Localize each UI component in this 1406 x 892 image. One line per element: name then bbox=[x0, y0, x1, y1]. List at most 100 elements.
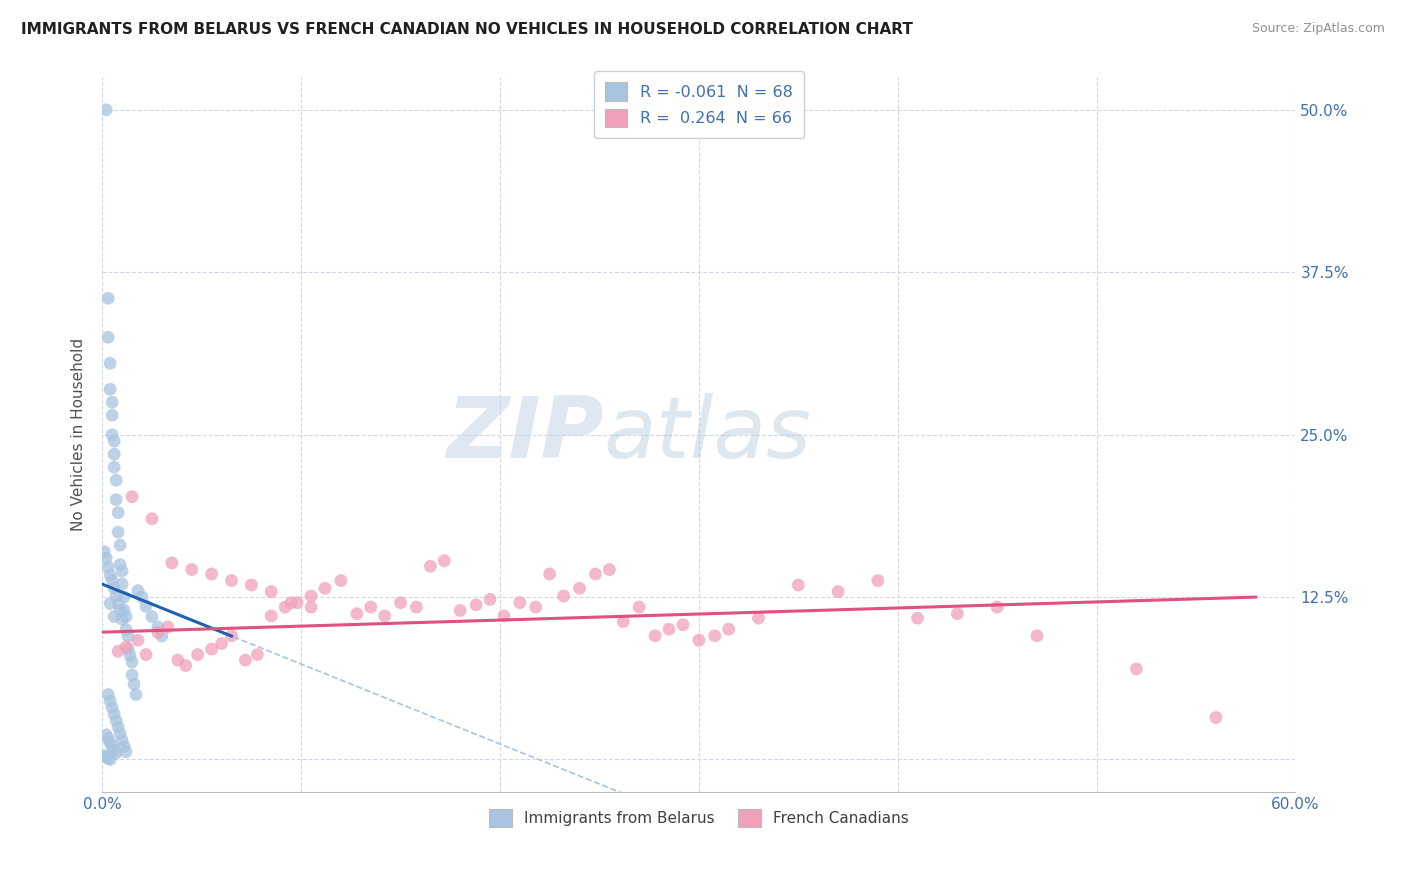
Point bbox=[1205, 710, 1227, 724]
Point bbox=[103, 460, 125, 475]
Point bbox=[787, 578, 810, 592]
Point bbox=[260, 609, 283, 624]
Point bbox=[235, 653, 257, 667]
Point bbox=[211, 636, 233, 650]
Point bbox=[108, 726, 131, 740]
Point bbox=[131, 590, 153, 604]
Text: ZIP: ZIP bbox=[446, 393, 603, 476]
Point bbox=[105, 746, 128, 760]
Point bbox=[419, 559, 441, 574]
Point bbox=[612, 615, 634, 629]
Point bbox=[97, 688, 120, 702]
Point bbox=[115, 609, 138, 624]
Point bbox=[598, 563, 620, 577]
Point bbox=[221, 629, 243, 643]
Point bbox=[644, 629, 666, 643]
Legend: Immigrants from Belarus, French Canadians: Immigrants from Belarus, French Canadian… bbox=[481, 801, 917, 834]
Point bbox=[97, 751, 120, 765]
Point bbox=[107, 597, 129, 611]
Point bbox=[98, 382, 121, 396]
Point bbox=[672, 617, 695, 632]
Point bbox=[107, 506, 129, 520]
Point bbox=[141, 609, 163, 624]
Point bbox=[121, 655, 143, 669]
Point bbox=[221, 574, 243, 588]
Point bbox=[122, 677, 145, 691]
Point bbox=[105, 492, 128, 507]
Point bbox=[103, 609, 125, 624]
Point bbox=[97, 731, 120, 746]
Point bbox=[628, 600, 651, 615]
Point bbox=[93, 544, 115, 558]
Point bbox=[146, 620, 169, 634]
Point bbox=[187, 648, 209, 662]
Point bbox=[374, 609, 396, 624]
Point bbox=[160, 556, 183, 570]
Point bbox=[1125, 662, 1147, 676]
Point bbox=[125, 688, 148, 702]
Point bbox=[583, 566, 606, 581]
Point bbox=[117, 629, 139, 643]
Point bbox=[98, 356, 121, 370]
Point bbox=[280, 596, 302, 610]
Point bbox=[96, 750, 118, 764]
Point bbox=[156, 620, 179, 634]
Point bbox=[568, 582, 591, 596]
Point bbox=[105, 589, 128, 603]
Point bbox=[97, 330, 120, 344]
Point bbox=[200, 566, 222, 581]
Point bbox=[360, 600, 382, 615]
Point bbox=[107, 720, 129, 734]
Point bbox=[174, 658, 197, 673]
Point bbox=[141, 512, 163, 526]
Point bbox=[121, 490, 143, 504]
Point bbox=[299, 589, 322, 603]
Point bbox=[553, 589, 575, 603]
Point bbox=[107, 644, 129, 658]
Point bbox=[688, 633, 710, 648]
Point bbox=[1025, 629, 1047, 643]
Text: atlas: atlas bbox=[603, 393, 811, 476]
Point bbox=[107, 525, 129, 540]
Point bbox=[103, 581, 125, 595]
Point bbox=[285, 596, 308, 610]
Point bbox=[260, 584, 283, 599]
Point bbox=[98, 597, 121, 611]
Point bbox=[246, 648, 269, 662]
Point bbox=[946, 607, 969, 621]
Point bbox=[389, 596, 412, 610]
Point bbox=[538, 566, 561, 581]
Point bbox=[98, 694, 121, 708]
Point bbox=[465, 598, 488, 612]
Point bbox=[150, 629, 173, 643]
Point bbox=[101, 739, 124, 754]
Point bbox=[121, 668, 143, 682]
Point bbox=[907, 611, 929, 625]
Point bbox=[108, 603, 131, 617]
Text: IMMIGRANTS FROM BELARUS VS FRENCH CANADIAN NO VEHICLES IN HOUSEHOLD CORRELATION : IMMIGRANTS FROM BELARUS VS FRENCH CANADI… bbox=[21, 22, 912, 37]
Point bbox=[135, 599, 157, 614]
Point bbox=[274, 600, 297, 615]
Point bbox=[96, 103, 118, 117]
Point bbox=[105, 473, 128, 487]
Point bbox=[492, 609, 515, 624]
Point bbox=[299, 600, 322, 615]
Point bbox=[703, 629, 725, 643]
Point bbox=[986, 600, 1008, 615]
Point bbox=[135, 648, 157, 662]
Y-axis label: No Vehicles in Household: No Vehicles in Household bbox=[72, 338, 86, 532]
Point bbox=[118, 648, 141, 663]
Point bbox=[200, 642, 222, 657]
Point bbox=[717, 622, 740, 636]
Point bbox=[866, 574, 889, 588]
Point bbox=[115, 623, 138, 637]
Point bbox=[166, 653, 188, 667]
Point bbox=[449, 603, 471, 617]
Point bbox=[524, 600, 547, 615]
Point bbox=[97, 560, 120, 574]
Point bbox=[103, 743, 125, 757]
Text: Source: ZipAtlas.com: Source: ZipAtlas.com bbox=[1251, 22, 1385, 36]
Point bbox=[115, 745, 138, 759]
Point bbox=[509, 596, 531, 610]
Point bbox=[101, 573, 124, 587]
